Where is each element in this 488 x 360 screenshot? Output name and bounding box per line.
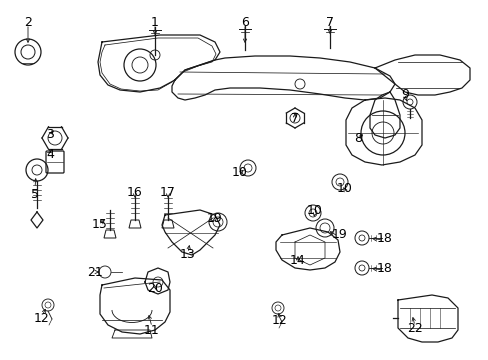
Text: 4: 4 <box>46 148 54 162</box>
Text: 10: 10 <box>306 203 322 216</box>
Text: 17: 17 <box>160 185 176 198</box>
Text: 18: 18 <box>376 261 392 274</box>
Text: 2: 2 <box>24 15 32 28</box>
Text: 20: 20 <box>147 282 163 294</box>
Text: 1: 1 <box>151 15 159 28</box>
Text: 8: 8 <box>353 131 361 144</box>
Text: 19: 19 <box>331 229 347 242</box>
Text: 7: 7 <box>325 15 333 28</box>
Text: 11: 11 <box>144 324 160 337</box>
Text: 9: 9 <box>400 89 408 102</box>
Text: 12: 12 <box>34 311 50 324</box>
Text: 15: 15 <box>92 219 108 231</box>
Text: 7: 7 <box>290 112 298 125</box>
Text: 12: 12 <box>271 314 287 327</box>
Text: 3: 3 <box>46 129 54 141</box>
Text: 18: 18 <box>376 231 392 244</box>
Text: 5: 5 <box>31 189 39 202</box>
Text: 10: 10 <box>336 181 352 194</box>
Text: 6: 6 <box>241 15 248 28</box>
Text: 22: 22 <box>407 321 422 334</box>
Text: 16: 16 <box>127 185 142 198</box>
Text: 21: 21 <box>87 266 102 279</box>
Text: 19: 19 <box>207 211 223 225</box>
Text: 14: 14 <box>289 253 305 266</box>
Text: 13: 13 <box>180 248 196 261</box>
Text: 10: 10 <box>232 166 247 179</box>
